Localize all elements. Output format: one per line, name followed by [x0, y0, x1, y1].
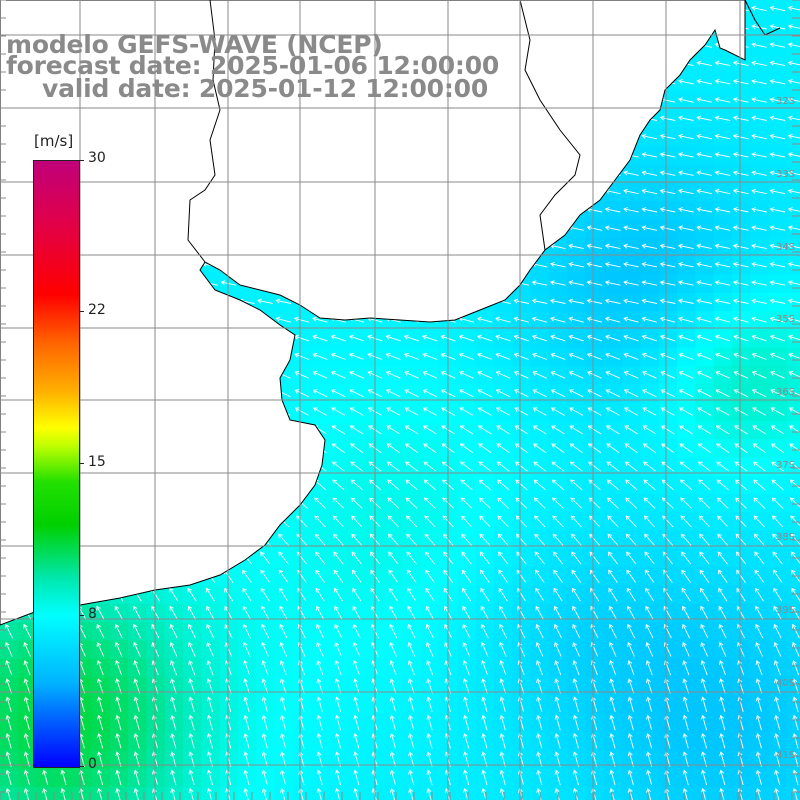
wind-cell: [786, 366, 800, 385]
colorbar-tick-0: 0: [88, 756, 97, 772]
colorbar: [33, 160, 80, 768]
latitude-label: 38S: [776, 532, 795, 543]
valid-date: valid date: 2025-01-12 12:00:00: [42, 74, 489, 103]
latitude-label: 40S: [776, 678, 795, 689]
wind-cell: [786, 292, 800, 312]
colorbar-tick-22: 22: [88, 302, 106, 318]
wind-cell: [786, 384, 800, 404]
wind-cell: [786, 786, 800, 800]
wind-cell: [786, 274, 800, 294]
colorbar-mark: [79, 615, 84, 616]
latitude-label: 39S: [776, 605, 795, 616]
wind-cell: [786, 420, 800, 440]
latitude-label: 33S: [776, 169, 795, 180]
colorbar-mark: [79, 463, 84, 464]
colorbar-tick-30: 30: [88, 150, 106, 166]
latitude-label: 35S: [776, 314, 795, 325]
wind-cell: [786, 439, 800, 459]
colorbar-unit: [m/s]: [34, 132, 74, 150]
colorbar-mark: [79, 160, 84, 161]
wind-cell: [786, 183, 800, 202]
wind-cell: [786, 36, 800, 56]
wind-cell: [786, 73, 800, 93]
colorbar-mark: [79, 311, 84, 312]
wind-cell: [786, 402, 800, 422]
wind-cell: [786, 128, 800, 147]
wind-cell: [786, 329, 800, 349]
wind-cell: [786, 347, 800, 367]
latitude-label: 36S: [776, 387, 795, 398]
wind-cell: [786, 54, 800, 74]
colorbar-mark: [79, 766, 84, 767]
wind-cell: [786, 164, 800, 184]
latitude-label: 32S: [776, 96, 795, 107]
wind-cell: [786, 109, 800, 129]
wind-cell: [786, 585, 800, 605]
wind-cell: [786, 18, 800, 38]
latitude-label: 34S: [776, 242, 795, 253]
wind-cell: [786, 91, 800, 111]
wind-cell: [786, 0, 800, 19]
wind-cell: [786, 146, 800, 166]
wind-cell: [786, 475, 800, 495]
latitude-label: 37S: [776, 460, 795, 471]
latitude-label: 41S: [776, 750, 795, 761]
wind-cell: [786, 567, 800, 587]
colorbar-tick-15: 15: [88, 454, 106, 470]
wind-cell: [786, 201, 800, 221]
colorbar-tick-8: 8: [88, 606, 97, 622]
wind-cell: [786, 311, 800, 330]
